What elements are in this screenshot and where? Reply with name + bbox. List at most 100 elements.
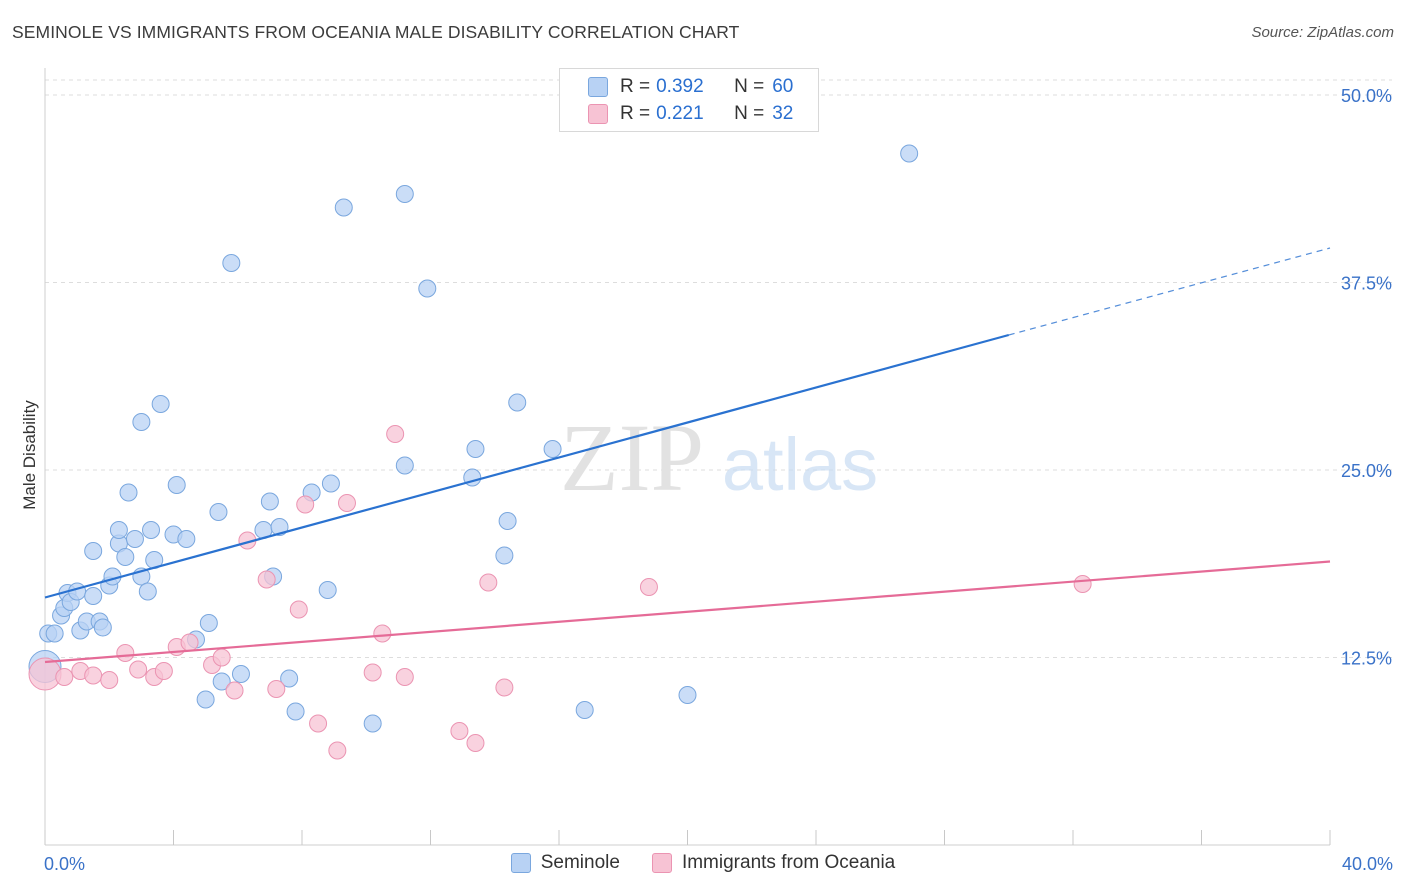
oceania-point — [225, 681, 244, 700]
seminole-point — [125, 530, 144, 548]
bottom-legend-swatch-blue — [510, 853, 531, 873]
seminole-point — [84, 587, 103, 605]
oceania-point — [116, 644, 135, 662]
seminole-point — [231, 665, 250, 683]
oceania-point — [84, 666, 103, 685]
seminole-point — [395, 185, 414, 203]
bottom-legend: Seminole Immigrants from Oceania — [0, 852, 1406, 874]
watermark-zip: ZIP — [560, 404, 704, 511]
source-label: Source: ZipAtlas.com — [1251, 24, 1394, 41]
seminole-point — [543, 440, 562, 458]
seminole-point — [280, 669, 299, 688]
bottom-legend-seminole: Seminole — [510, 852, 620, 874]
seminole-point — [318, 581, 337, 599]
oceania-point — [1073, 575, 1092, 593]
seminole-point — [132, 413, 151, 431]
chart-title: SEMINOLE VS IMMIGRANTS FROM OCEANIA MALE… — [12, 22, 740, 42]
seminole-point — [177, 530, 196, 548]
seminole-point — [395, 456, 414, 475]
oceania-point — [180, 633, 199, 652]
y-tick-label: 37.5% — [1341, 274, 1392, 294]
seminole-point — [508, 393, 527, 412]
y-tick-label: 25.0% — [1341, 461, 1392, 481]
x-tick-label-min: 0.0% — [44, 854, 85, 874]
oceania-point — [328, 741, 347, 760]
seminole-point — [84, 542, 103, 560]
bottom-legend-label: Seminole — [540, 852, 620, 873]
oceania-point — [395, 668, 414, 686]
legend: R = 0.392 N = 60 R = 0.221 N = 32 — [559, 68, 819, 132]
seminole-trend-extension — [1008, 247, 1331, 336]
oceania-point — [363, 663, 382, 682]
watermark-atlas: atlas — [722, 423, 878, 506]
seminole-point — [321, 474, 340, 493]
legend-r-label: R = — [620, 76, 651, 97]
oceania-point — [55, 668, 74, 686]
y-tick-label: 12.5% — [1341, 649, 1392, 669]
oceania-point — [129, 660, 148, 679]
seminole-point — [286, 702, 305, 721]
legend-r-value: 0.392 — [656, 76, 704, 97]
seminole-point — [142, 521, 161, 539]
oceania-point — [309, 714, 328, 733]
oceania-point — [386, 425, 405, 443]
axes — [44, 68, 1331, 846]
bottom-legend-swatch-pink — [651, 853, 672, 873]
oceania-point — [212, 648, 231, 667]
x-tick-label-max: 40.0% — [1342, 854, 1393, 874]
seminole-point — [119, 483, 138, 502]
seminole-point — [270, 518, 289, 536]
seminole-point — [260, 492, 279, 511]
legend-n-value: 32 — [772, 103, 794, 124]
seminole-point — [466, 440, 485, 458]
legend-swatch-blue — [588, 77, 608, 97]
legend-n-value: 60 — [772, 76, 794, 97]
oceania-point — [479, 573, 498, 592]
seminole-point — [575, 701, 594, 719]
y-tick-label: 50.0% — [1341, 86, 1392, 106]
legend-row-oceania: R = 0.221 N = 32 — [588, 103, 793, 125]
seminole-trend-line — [44, 333, 1010, 599]
oceania-point — [495, 678, 514, 697]
seminole-point — [167, 476, 186, 494]
legend-row-seminole: R = 0.392 N = 60 — [588, 76, 793, 98]
oceania-point — [450, 722, 469, 740]
oceania-point — [257, 570, 276, 589]
gridlines — [45, 79, 1392, 658]
seminole-point — [209, 503, 228, 521]
oceania-point — [100, 671, 119, 689]
seminole-point — [93, 618, 112, 637]
oceania-point — [639, 578, 658, 596]
watermark: ZIP atlas — [560, 404, 878, 511]
trend-lines — [44, 247, 1331, 664]
seminole-point — [138, 582, 157, 601]
seminole-point — [109, 521, 128, 539]
seminole-point — [334, 198, 353, 217]
seminole-point — [116, 548, 135, 566]
data-points — [28, 144, 1092, 760]
seminole-point — [678, 686, 697, 704]
legend-r-value: 0.221 — [656, 103, 704, 124]
oceania-point — [373, 624, 392, 643]
oceania-point — [337, 494, 356, 512]
seminole-point — [151, 395, 170, 413]
bottom-legend-label: Immigrants from Oceania — [681, 852, 896, 873]
oceania-point — [289, 600, 308, 619]
seminole-point — [196, 690, 215, 709]
seminole-point — [498, 512, 517, 530]
bottom-legend-oceania: Immigrants from Oceania — [651, 852, 896, 874]
oceania-point — [466, 734, 485, 752]
seminole-point — [495, 546, 514, 565]
oceania-point — [154, 662, 173, 680]
seminole-point — [900, 144, 919, 163]
seminole-point — [45, 624, 64, 643]
legend-n-label: N = — [734, 103, 765, 124]
seminole-point — [222, 254, 241, 272]
axis-labels: 12.5% 25.0% 37.5% 50.0% 0.0% 40.0% — [44, 86, 1393, 874]
legend-swatch-pink — [588, 104, 608, 124]
oceania-point — [267, 680, 286, 698]
seminole-point — [199, 614, 218, 632]
seminole-point — [418, 279, 437, 298]
legend-n-label: N = — [734, 76, 765, 97]
